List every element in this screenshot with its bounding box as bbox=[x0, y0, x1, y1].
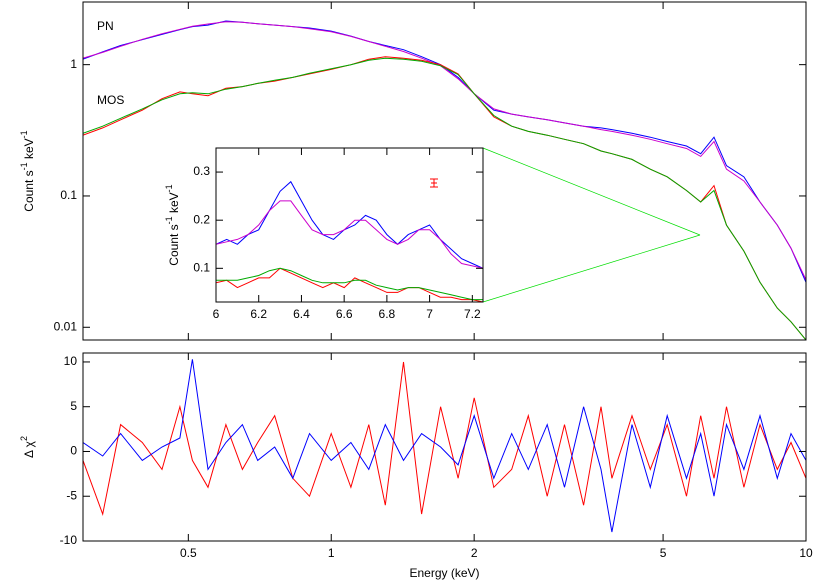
y-tick-label: 0.2 bbox=[193, 212, 210, 226]
series-line bbox=[83, 20, 806, 283]
y-tick-label: 0.01 bbox=[54, 319, 78, 333]
x-tick-label: 7 bbox=[426, 307, 433, 321]
series-line bbox=[216, 267, 483, 302]
label-part: -1 bbox=[19, 130, 29, 138]
series-line bbox=[83, 359, 806, 533]
frame bbox=[82, 352, 807, 542]
plot-area bbox=[83, 353, 806, 541]
label-part: Count s bbox=[22, 170, 36, 211]
x-tick-label: 6.4 bbox=[293, 307, 310, 321]
y-tick-label: 0.1 bbox=[193, 260, 210, 274]
x-tick-label: 5 bbox=[660, 546, 667, 560]
zoom-line bbox=[482, 234, 701, 303]
series-line bbox=[83, 57, 806, 340]
x-tick-label: 6.2 bbox=[250, 307, 267, 321]
y-tick-label: 5 bbox=[70, 399, 77, 413]
y-axis-label: Δ χ2 bbox=[19, 436, 36, 458]
frame bbox=[82, 1, 807, 341]
series-group bbox=[216, 180, 483, 302]
y-tick-label: -5 bbox=[66, 488, 77, 502]
annotation: PN bbox=[97, 19, 114, 33]
x-tick-label: 10 bbox=[799, 546, 813, 560]
series-group bbox=[83, 20, 806, 340]
x-tick-label: 0.5 bbox=[180, 546, 197, 560]
label-part: -1 bbox=[19, 162, 29, 170]
series-line bbox=[216, 200, 483, 269]
label-part: keV bbox=[167, 192, 181, 216]
series-line bbox=[216, 180, 483, 269]
x-tick-label: 1 bbox=[328, 546, 335, 560]
x-axis-label: Energy (keV) bbox=[409, 566, 479, 580]
zoom-line bbox=[482, 147, 701, 236]
x-tick-label: 6.6 bbox=[336, 307, 353, 321]
y-axis-label: Count s-1 keV-1 bbox=[164, 184, 181, 265]
y-tick-label: 10 bbox=[64, 354, 78, 368]
error-bar-glyph bbox=[430, 178, 438, 188]
series-line bbox=[83, 21, 806, 281]
annotation: MOS bbox=[97, 93, 124, 107]
y-tick-label: -10 bbox=[60, 533, 78, 547]
x-tick-label: 2 bbox=[471, 546, 478, 560]
x-tick-label: 6 bbox=[213, 307, 220, 321]
label-part: -1 bbox=[164, 216, 174, 224]
label-part: Δ χ bbox=[22, 440, 36, 458]
y-axis-label: Count s-1 keV-1 bbox=[19, 130, 36, 211]
y-tick-label: 0 bbox=[70, 444, 77, 458]
x-tick-label: 7.2 bbox=[464, 307, 481, 321]
label-part: 2 bbox=[19, 436, 29, 441]
label-part: -1 bbox=[164, 184, 174, 192]
y-tick-label: 0.1 bbox=[60, 188, 77, 202]
label-part: keV bbox=[22, 138, 36, 162]
series-group bbox=[83, 359, 806, 533]
series-line bbox=[216, 267, 483, 301]
frame bbox=[215, 147, 484, 303]
y-tick-label: 0.3 bbox=[193, 164, 210, 178]
label-part: Count s bbox=[167, 224, 181, 265]
x-tick-label: 6.8 bbox=[379, 307, 396, 321]
series-line bbox=[83, 361, 806, 516]
y-tick-label: 1 bbox=[70, 57, 77, 71]
